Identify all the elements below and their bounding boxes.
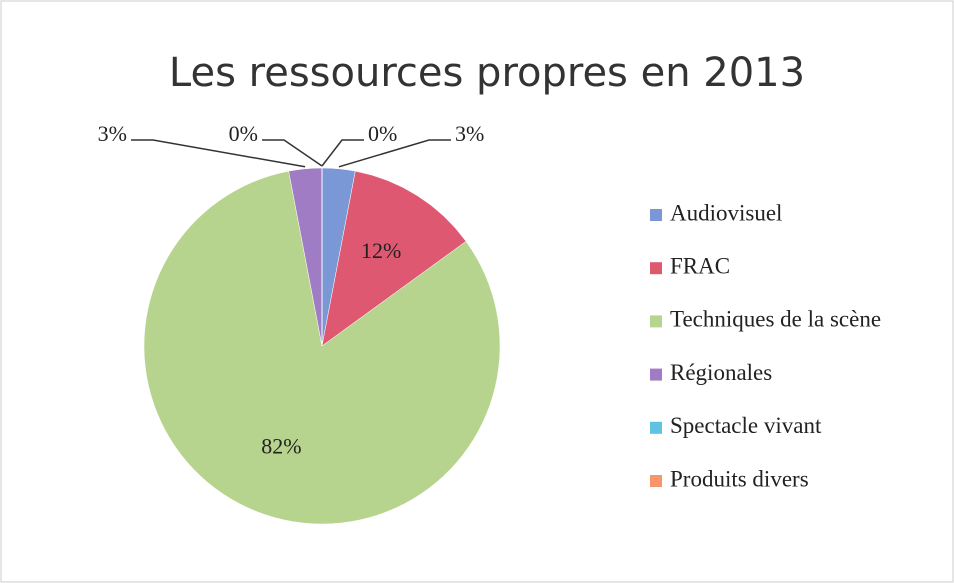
legend-label: FRAC xyxy=(670,253,730,278)
pie-slice xyxy=(143,170,501,525)
legend-swatch xyxy=(650,209,662,221)
legend-swatch xyxy=(650,421,662,434)
leader-line xyxy=(338,139,451,168)
legend-label: Audiovisuel xyxy=(670,200,782,225)
chart-title: Les ressources propres en 2013 xyxy=(169,50,805,96)
leader-line xyxy=(131,139,306,168)
legend-swatch xyxy=(650,475,662,487)
leader-line xyxy=(262,139,323,167)
data-label: 3% xyxy=(455,121,484,146)
legend-label: Techniques de la scène xyxy=(670,307,881,332)
legend-swatch xyxy=(650,262,662,275)
data-label: 0% xyxy=(368,121,397,146)
data-label: 0% xyxy=(229,121,258,146)
data-label: 12% xyxy=(361,238,401,263)
data-label: 82% xyxy=(261,434,301,459)
legend-swatch xyxy=(650,315,662,328)
data-label: 3% xyxy=(98,121,127,146)
legend-label: Produits divers xyxy=(670,466,809,491)
legend-label: Spectacle vivant xyxy=(670,413,822,438)
leader-line xyxy=(321,139,364,167)
legend-label: Régionales xyxy=(670,360,772,385)
pie-slice xyxy=(321,170,467,347)
legend-swatch xyxy=(650,368,662,381)
